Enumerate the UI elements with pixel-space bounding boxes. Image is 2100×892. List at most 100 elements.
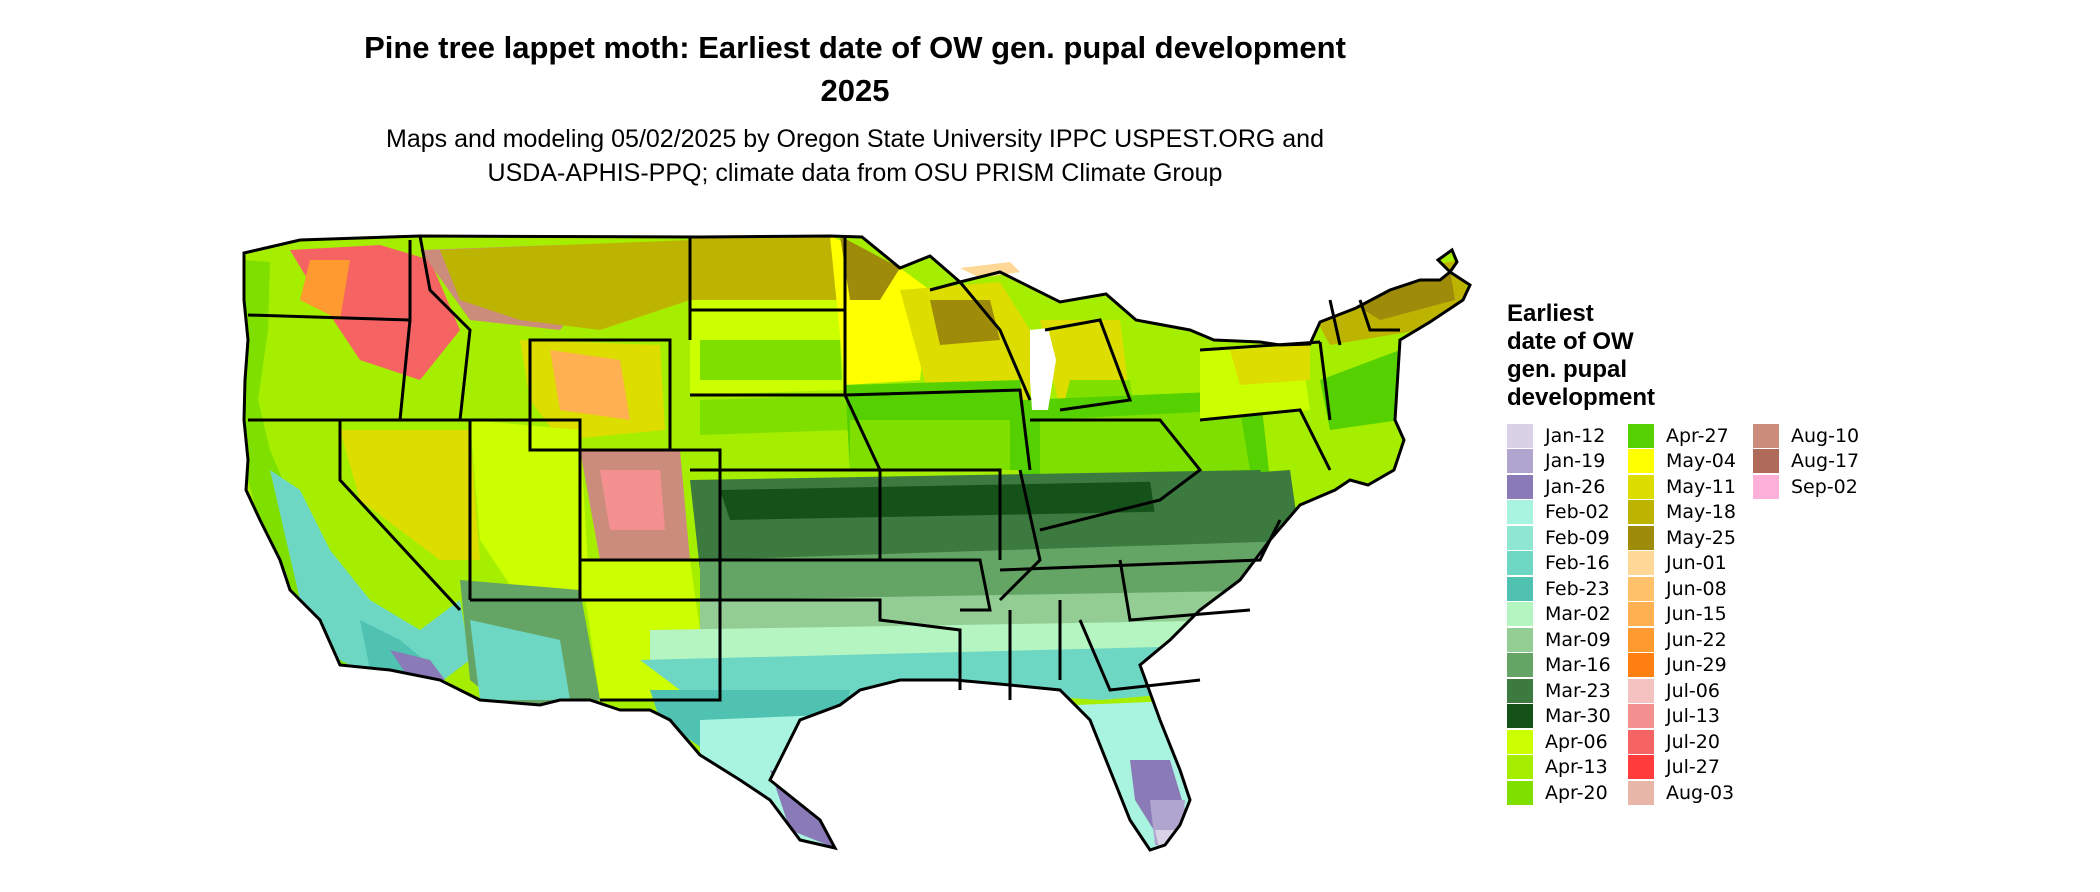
legend-label: Mar-02: [1545, 603, 1611, 626]
raster-socal-jan-26: [390, 650, 445, 680]
legend-item: Mar-09: [1507, 627, 1611, 653]
legend-item: Apr-13: [1507, 755, 1608, 781]
legend-swatch: [1628, 627, 1654, 652]
legend-label: May-11: [1666, 475, 1736, 498]
legend-item: Aug-03: [1628, 780, 1734, 806]
legend-swatch: [1507, 755, 1533, 780]
raster-iowa-apr-20: [850, 420, 1010, 470]
legend-item: May-04: [1628, 449, 1736, 475]
legend-label: Mar-16: [1545, 654, 1611, 677]
map-title-line-2: 2025: [820, 73, 890, 108]
legend-title: Earliest date of OW gen. pupal developme…: [1507, 300, 1707, 412]
legend-label: Jun-29: [1666, 654, 1727, 677]
raster-ohio-valley-apr-20: [1040, 410, 1250, 480]
legend-swatch: [1507, 627, 1533, 652]
legend-swatch: [1628, 653, 1654, 678]
raster-wyoming-jun-15: [550, 350, 630, 420]
raster-nebraska-apr-20: [700, 395, 848, 435]
legend-label: Jul-27: [1666, 756, 1720, 779]
legend-swatch: [1628, 729, 1654, 754]
legend-swatch: [1628, 500, 1654, 525]
map-title: Pine tree lappet moth: Earliest date of …: [230, 26, 1480, 112]
legend-label: Mar-23: [1545, 679, 1611, 702]
legend-swatch: [1628, 576, 1654, 601]
legend-item: May-18: [1628, 500, 1736, 526]
map-subtitle: Maps and modeling 05/02/2025 by Oregon S…: [230, 122, 1480, 190]
legend-item: Apr-20: [1507, 780, 1608, 806]
raster-minnesota-may-25: [840, 236, 900, 300]
legend-swatch: [1753, 423, 1779, 448]
legend-label: Feb-23: [1545, 577, 1610, 600]
map-title-line-1: Pine tree lappet moth: Earliest date of …: [364, 30, 1346, 65]
legend-swatch: [1628, 525, 1654, 550]
legend-item: Aug-17: [1753, 449, 1859, 475]
legend-item: Mar-30: [1507, 704, 1611, 730]
raster-montana-may-18: [440, 240, 690, 330]
legend-item: Apr-27: [1628, 423, 1729, 449]
raster-idaho-jun-22: [300, 260, 350, 320]
legend-label: Jan-12: [1545, 424, 1606, 447]
legend-swatch: [1507, 525, 1533, 550]
legend-label: Jun-01: [1666, 552, 1727, 575]
legend-label: Jan-26: [1545, 475, 1606, 498]
raster-new-york-may-11: [1230, 345, 1310, 385]
lake-michigan: [1030, 328, 1056, 410]
legend-item: Jul-27: [1628, 755, 1720, 781]
legend-item: Jun-08: [1628, 576, 1727, 602]
legend-swatch: [1507, 500, 1533, 525]
legend-item: Jun-15: [1628, 602, 1727, 628]
legend-label: Aug-17: [1791, 450, 1860, 473]
legend-label: Apr-20: [1545, 781, 1608, 804]
legend-item: Jun-29: [1628, 653, 1727, 679]
legend-swatch: [1628, 780, 1654, 805]
raster-nevada-may-11: [340, 430, 480, 560]
legend-label: Apr-06: [1545, 730, 1608, 753]
legend-item: Jun-22: [1628, 627, 1727, 653]
legend-item: Feb-02: [1507, 500, 1610, 526]
raster-sd-band-apr-20: [700, 340, 842, 380]
legend-label: Feb-02: [1545, 501, 1610, 524]
legend-swatch: [1753, 474, 1779, 499]
legend-label: Aug-10: [1791, 424, 1860, 447]
raster-wisconsin-may-25: [930, 300, 1000, 345]
raster-mid-atlantic-apr-27: [1320, 350, 1400, 430]
legend-swatch: [1507, 449, 1533, 474]
legend-label: Apr-27: [1666, 424, 1729, 447]
legend-swatch: [1507, 551, 1533, 576]
legend-item: Feb-09: [1507, 525, 1610, 551]
legend-swatch: [1628, 602, 1654, 627]
legend-title-line: date of OW: [1507, 328, 1634, 355]
legend-label: May-25: [1666, 526, 1736, 549]
development-date-raster: [244, 236, 1470, 850]
legend-swatch: [1753, 449, 1779, 474]
legend-swatch: [1507, 653, 1533, 678]
legend-item: May-11: [1628, 474, 1736, 500]
legend-item: Jan-12: [1507, 423, 1605, 449]
legend-label: May-18: [1666, 501, 1736, 524]
legend-label: Feb-09: [1545, 526, 1610, 549]
legend-label: Aug-03: [1666, 781, 1735, 804]
legend-item: Aug-10: [1753, 423, 1859, 449]
legend-item: Feb-23: [1507, 576, 1610, 602]
legend-label: Jan-19: [1545, 450, 1606, 473]
legend-item: Jan-26: [1507, 474, 1605, 500]
raster-florida-jan-12: [1155, 830, 1185, 850]
legend-label: Sep-02: [1791, 475, 1858, 498]
legend-item: Jul-06: [1628, 678, 1720, 704]
legend-title-line: Earliest: [1507, 300, 1594, 327]
raster-california-feb-16: [270, 470, 470, 690]
legend-label: May-04: [1666, 450, 1736, 473]
legend-item: Jul-20: [1628, 729, 1720, 755]
legend-swatch: [1507, 423, 1533, 448]
legend-item: Sep-02: [1753, 474, 1858, 500]
legend-item: Jan-19: [1507, 449, 1605, 475]
legend-swatch: [1628, 704, 1654, 729]
legend-item: Jun-01: [1628, 551, 1727, 577]
legend-item: Jul-13: [1628, 704, 1720, 730]
legend-swatch: [1507, 678, 1533, 703]
legend-label: Jul-20: [1666, 730, 1720, 753]
map-subtitle-line-2: USDA-APHIS-PPQ; climate data from OSU PR…: [487, 159, 1223, 187]
legend-label: Jul-13: [1666, 705, 1720, 728]
legend-item: Feb-16: [1507, 551, 1610, 577]
